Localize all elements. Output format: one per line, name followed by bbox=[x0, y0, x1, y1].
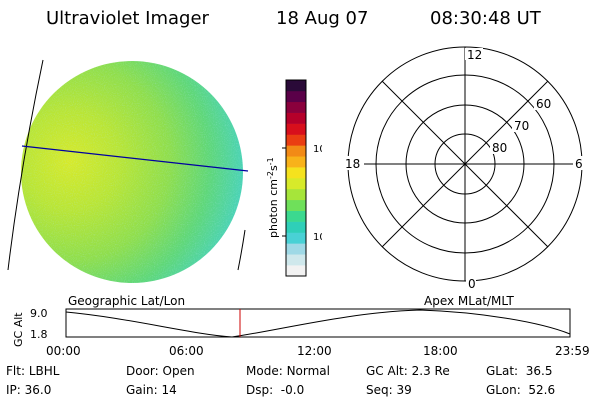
dsp-label: Dsp: bbox=[246, 383, 274, 397]
mlat-label-80: 80 bbox=[492, 141, 507, 155]
earth-disk-texture bbox=[21, 61, 243, 283]
colorbar-segment bbox=[286, 90, 306, 103]
geographic-lat-lon-label: Geographic Lat/Lon bbox=[68, 294, 186, 308]
gc-alt-label: GC Alt: bbox=[366, 364, 408, 378]
filter-field: Flt: LBHL bbox=[6, 364, 59, 378]
polar-mlt-plot: 12 18 6 0 60 70 80 bbox=[340, 46, 585, 291]
mlt-label-18: 18 bbox=[345, 157, 360, 171]
door-label: Door: bbox=[126, 364, 159, 378]
time-tick-0600: 06:00 bbox=[169, 344, 204, 358]
colorbar-segment bbox=[286, 254, 306, 266]
altitude-curve bbox=[65, 309, 571, 338]
polar-diagonal-2 bbox=[381, 80, 549, 248]
colorbar-segment bbox=[286, 123, 306, 135]
seq-label: Seq: bbox=[366, 383, 393, 397]
time-tick-1200: 12:00 bbox=[297, 344, 332, 358]
colorbar-unit-label: photon cm-2s-1 bbox=[266, 157, 280, 238]
colorbar-tick-label-10: 10 bbox=[313, 232, 322, 243]
colorbar-segment bbox=[286, 221, 306, 233]
colorbar-segment bbox=[286, 145, 306, 157]
altitude-tick-1-8: 1.8 bbox=[30, 328, 48, 341]
instrument-title: Ultraviolet Imager bbox=[46, 8, 209, 29]
ip-value: 36.0 bbox=[24, 383, 52, 397]
mlat-label-70: 70 bbox=[514, 119, 529, 133]
mlt-label-12: 12 bbox=[467, 48, 482, 62]
dsp-field: Dsp: -0.0 bbox=[246, 383, 304, 397]
colorbar-segment bbox=[286, 243, 306, 255]
glon-label: GLon: bbox=[486, 383, 521, 397]
limb-line-left bbox=[7, 59, 44, 271]
colorbar-segment bbox=[286, 134, 306, 146]
gain-field: Gain: 14 bbox=[126, 383, 177, 397]
colorbar-segment bbox=[286, 156, 306, 168]
filter-value: LBHL bbox=[28, 364, 60, 378]
unit-base: photon cm bbox=[267, 179, 280, 238]
mode-label: Mode: bbox=[246, 364, 283, 378]
gain-value: 14 bbox=[161, 383, 177, 397]
mode-field: Mode: Normal bbox=[246, 364, 330, 378]
colorbar-segment bbox=[286, 199, 306, 211]
altitude-timeline-plot: GC Alt 9.0 1.8 bbox=[12, 307, 571, 347]
colorbar-tick-label-100: 100 bbox=[313, 144, 322, 155]
glat-label: GLat: bbox=[486, 364, 519, 378]
mlt-label-0: 0 bbox=[468, 277, 476, 291]
gc-alt-field: GC Alt: 2.3 Re bbox=[366, 364, 450, 378]
colorbar-segment bbox=[286, 167, 306, 179]
door-field: Door: Open bbox=[126, 364, 195, 378]
colorbar-gradient bbox=[286, 80, 306, 277]
colorbar-segment bbox=[286, 178, 306, 190]
ip-field: IP: 36.0 bbox=[6, 383, 51, 397]
time-tick-0000: 00:00 bbox=[46, 344, 81, 358]
ip-label: IP: bbox=[6, 383, 21, 397]
glat-field: GLat: 36.5 bbox=[486, 364, 552, 378]
mlt-label-6: 6 bbox=[575, 157, 583, 171]
glon-field: GLon: 52.6 bbox=[486, 383, 555, 397]
auroral-image-panel bbox=[7, 59, 249, 283]
unit-s: s bbox=[267, 165, 280, 171]
door-value: Open bbox=[162, 364, 195, 378]
altitude-tick-9: 9.0 bbox=[30, 307, 48, 320]
observation-time: 08:30:48 UT bbox=[430, 8, 541, 29]
colorbar-segment bbox=[286, 265, 306, 277]
colorbar-segment bbox=[286, 101, 306, 113]
latitude-overlay-line bbox=[21, 145, 249, 172]
colorbar-segment bbox=[286, 210, 306, 222]
glon-value: 52.6 bbox=[528, 383, 556, 397]
colorbar-segment bbox=[286, 112, 306, 124]
colorbar-segment bbox=[286, 232, 306, 244]
limb-line-right bbox=[237, 229, 246, 271]
gain-label: Gain: bbox=[126, 383, 158, 397]
filter-label: Flt: bbox=[6, 364, 25, 378]
colorbar-segment bbox=[286, 80, 306, 92]
dsp-value: -0.0 bbox=[280, 383, 305, 397]
gc-alt-value: 2.3 Re bbox=[411, 364, 450, 378]
observation-date: 18 Aug 07 bbox=[276, 8, 369, 29]
apex-mlat-mlt-label: Apex MLat/MLT bbox=[424, 294, 514, 308]
time-tick-1800: 18:00 bbox=[423, 344, 458, 358]
intensity-colorbar: 100 10 photon cm-2s-1 bbox=[266, 79, 322, 277]
altitude-axis-label: GC Alt bbox=[12, 312, 25, 347]
seq-field: Seq: 39 bbox=[366, 383, 412, 397]
mode-value: Normal bbox=[286, 364, 330, 378]
seq-value: 39 bbox=[396, 383, 412, 397]
unit-exp1: -2 bbox=[266, 171, 275, 179]
unit-exp2: -1 bbox=[266, 157, 275, 165]
time-tick-2359: 23:59 bbox=[555, 344, 590, 358]
altitude-plot-frame bbox=[65, 308, 571, 338]
colorbar-segment bbox=[286, 188, 306, 201]
glat-value: 36.5 bbox=[525, 364, 553, 378]
mlat-label-60: 60 bbox=[536, 97, 551, 111]
